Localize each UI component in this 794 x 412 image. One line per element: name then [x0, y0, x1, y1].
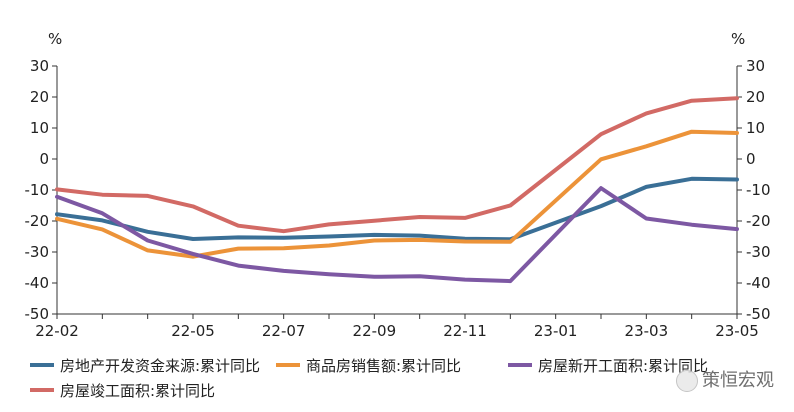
right-y-tick-label: -10 — [746, 181, 771, 199]
left-y-tick-label: -10 — [25, 181, 50, 199]
right-y-tick-label: 20 — [746, 88, 765, 106]
left-unit-label: % — [48, 30, 62, 48]
legend-swatch-sales — [276, 362, 300, 367]
right-y-tick-label: 10 — [746, 119, 765, 137]
legend-item-new-starts: 房屋新开工面积:累计同比 — [508, 354, 708, 379]
series-group — [55, 96, 739, 284]
line-chart: 30 30 20 20 10 10 0 0 -10 -10 -20 -20 -30 -30 -40 -40 -5… — [25, 30, 771, 340]
legend-swatch-new-starts — [508, 362, 532, 367]
left-y-tick-label: -50 — [25, 305, 50, 323]
left-y-tick-label: -40 — [25, 274, 50, 292]
left-y-tick-label: 20 — [30, 88, 49, 106]
series-line-3 — [55, 96, 739, 234]
right-y-tick-label: 0 — [746, 150, 756, 168]
left-y-tick-label: -30 — [25, 243, 50, 261]
legend-label-new-starts: 房屋新开工面积:累计同比 — [538, 357, 709, 375]
right-y-tick-label: -50 — [746, 305, 771, 323]
left-y-tick-label: -20 — [25, 212, 50, 230]
legend-swatch-completions — [30, 387, 54, 392]
axes: 30 30 20 20 10 10 0 0 -10 -10 -20 -20 -30 -30 -40 -40 -5… — [25, 57, 771, 340]
series-line-0 — [55, 176, 739, 242]
right-unit-label: % — [731, 30, 745, 48]
x-tick-label: 22-09 — [353, 322, 397, 340]
left-y-tick-label: 10 — [30, 119, 49, 137]
legend-item-funding-source: 房地产开发资金来源:累计同比 — [30, 354, 260, 379]
legend-label-sales: 商品房销售额:累计同比 — [306, 357, 462, 375]
legend-item-sales: 商品房销售额:累计同比 — [276, 354, 461, 379]
watermark-text: 策恒宏观 — [702, 370, 774, 391]
right-y-tick-label: -20 — [746, 212, 771, 230]
right-y-tick-label: -40 — [746, 274, 771, 292]
x-tick-label: 23-01 — [534, 322, 578, 340]
x-tick-label: 22-02 — [35, 322, 79, 340]
x-tick-label: 22-11 — [443, 322, 487, 340]
right-y-tick-label: -30 — [746, 243, 771, 261]
left-y-tick-label: 0 — [39, 150, 49, 168]
x-tick-label: 22-05 — [171, 322, 215, 340]
watermark: 策恒宏观 — [676, 366, 774, 392]
legend-swatch-funding — [30, 362, 54, 367]
series-line-2 — [55, 186, 739, 284]
x-tick-label: 22-07 — [262, 322, 306, 340]
legend-label-funding: 房地产开发资金来源:累计同比 — [60, 357, 261, 375]
wechat-logo-icon — [676, 370, 698, 392]
x-tick-label: 23-05 — [715, 322, 759, 340]
legend-label-completions: 房屋竣工面积:累计同比 — [60, 382, 216, 400]
left-y-tick-label: 30 — [30, 57, 49, 75]
series-line-1 — [55, 129, 739, 259]
legend-item-completions: 房屋竣工面积:累计同比 — [30, 379, 215, 404]
x-tick-label: 23-03 — [625, 322, 669, 340]
right-y-tick-label: 30 — [746, 57, 765, 75]
